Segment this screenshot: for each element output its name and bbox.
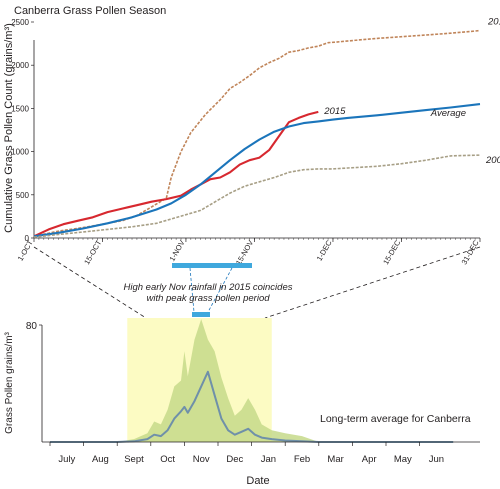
y-tick-label-bottom: 80 <box>26 321 38 332</box>
chart-title-bottom: Long-term average for Canberra <box>320 413 471 425</box>
month-label: Apr <box>362 454 377 465</box>
x-tick-label: 1-NOV <box>167 239 186 263</box>
y-tick-label: 0 <box>25 234 30 243</box>
series-line-2014 <box>33 29 481 238</box>
month-label: Mar <box>327 454 343 465</box>
x-axis-label: Date <box>246 475 269 487</box>
y-tick-label: 2500 <box>11 18 29 27</box>
y-axis-label-bottom: Grass Pollen grains/m³ <box>4 331 15 433</box>
series-label-2014: 2014 <box>487 17 500 28</box>
y-tick-label: 1500 <box>11 104 29 113</box>
x-tick-label: 15-DEC <box>381 238 402 266</box>
series-label-2007: 2007 <box>485 155 500 166</box>
month-label: Jun <box>429 454 444 465</box>
series-label-average: Average <box>430 108 466 119</box>
month-label: July <box>58 454 75 465</box>
x-tick-label: 31-DEC <box>460 238 481 266</box>
month-label: May <box>394 454 412 465</box>
month-label: Aug <box>92 454 109 465</box>
series-line-2007 <box>33 154 481 238</box>
rainfall-bar-small <box>192 312 210 317</box>
cumulative-chart: Canberra Grass Pollen Season 0 500 1000 150… <box>3 5 500 266</box>
annotation-line-2: with peak grass pollen period <box>146 293 270 304</box>
y-tick-label: 1000 <box>11 148 29 157</box>
x-tick-label: 15-NOV <box>234 239 255 267</box>
series-line-average <box>50 370 454 443</box>
month-label: Jan <box>261 454 276 465</box>
seasonal-chart: 80 July Aug Sept Oct Nov Dec Jan Feb Mar Apr May Jun… <box>4 318 480 487</box>
x-tick-label: 1-OCT <box>16 238 35 262</box>
x-tick-label: 1-DEC <box>315 238 334 262</box>
month-label: Nov <box>193 454 210 465</box>
y-axis-label: Cumulative Grass Pollen Count (grains/m³… <box>3 23 15 233</box>
month-label: Sept <box>124 454 144 465</box>
month-label: Dec <box>226 454 243 465</box>
month-label: Oct <box>160 454 175 465</box>
y-tick-label: 500 <box>16 191 30 200</box>
annotation-line-1: High early Nov rainfall in 2015 coincide… <box>124 282 293 293</box>
chart-title: Canberra Grass Pollen Season <box>14 5 166 17</box>
x-tick-label: 15-OCT <box>82 238 103 266</box>
y-tick-label: 2000 <box>11 61 29 70</box>
series-area-range <box>50 319 454 442</box>
series-line-average <box>33 103 481 238</box>
month-label: Feb <box>294 454 310 465</box>
zoom-connector: High early Nov rainfall in 2015 coincide… <box>33 246 481 319</box>
series-label-2015: 2015 <box>323 106 346 117</box>
rainfall-bar <box>172 263 252 268</box>
